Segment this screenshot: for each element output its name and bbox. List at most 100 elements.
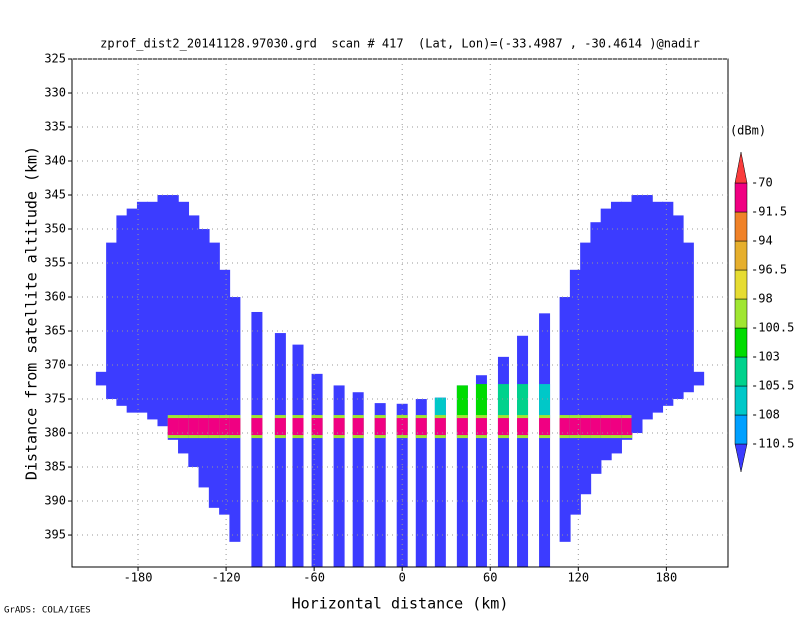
beam xyxy=(198,229,210,488)
y-tick-label: 370 xyxy=(44,358,66,372)
beam xyxy=(374,403,386,567)
y-tick-label: 380 xyxy=(44,426,66,440)
x-tick-label: 0 xyxy=(399,571,406,585)
colorbar-segment xyxy=(734,298,748,329)
surface-echo xyxy=(178,418,190,436)
beam xyxy=(569,269,581,515)
colorbar-tick-label: -110.5 xyxy=(751,437,794,451)
surface-echo xyxy=(219,418,231,436)
beam xyxy=(136,201,148,413)
x-tick-label: 120 xyxy=(567,571,589,585)
beam xyxy=(693,371,705,386)
y-tick-label: 365 xyxy=(44,324,66,338)
beam xyxy=(434,397,446,567)
surface-echo xyxy=(251,418,263,436)
surface-echo xyxy=(352,418,364,436)
colorbar-segment xyxy=(734,385,748,416)
beam xyxy=(167,195,179,440)
surface-echo xyxy=(188,418,200,436)
beam xyxy=(396,403,408,567)
colorbar-segment xyxy=(734,414,748,445)
beam xyxy=(621,201,633,440)
surface-echo xyxy=(167,418,179,436)
plot-area xyxy=(95,195,705,567)
surface-echo xyxy=(456,418,468,436)
beam xyxy=(251,311,263,567)
beam xyxy=(333,385,345,567)
colorbar-tick-label: -100.5 xyxy=(751,321,794,335)
beam xyxy=(475,375,487,567)
surface-echo xyxy=(590,418,602,436)
beam xyxy=(600,208,612,461)
y-tick-label: 355 xyxy=(44,256,66,270)
y-tick-label: 345 xyxy=(44,188,66,202)
surface-echo xyxy=(610,418,622,436)
beam xyxy=(580,242,592,495)
y-tick-label: 325 xyxy=(44,52,66,66)
beam xyxy=(610,201,622,454)
beam xyxy=(208,242,220,508)
beam xyxy=(95,371,107,386)
chart-title: zprof_dist2_20141128.97030.grd scan # 41… xyxy=(100,37,700,51)
x-tick-label: 180 xyxy=(656,571,678,585)
surface-echo xyxy=(539,418,551,436)
beam xyxy=(641,195,653,420)
beam xyxy=(311,373,323,567)
beam xyxy=(590,222,602,474)
credit: GrADS: COLA/IGES xyxy=(4,606,91,616)
beam xyxy=(497,356,509,567)
colorbar-label: (dBm) xyxy=(730,124,766,138)
beam xyxy=(188,215,200,468)
surface-echo xyxy=(274,418,286,436)
surface-echo xyxy=(198,418,210,436)
surface-echo xyxy=(434,418,446,436)
surface-echo xyxy=(559,418,571,436)
x-tick-label: 60 xyxy=(483,571,497,585)
beam xyxy=(219,269,231,515)
clutter-echo xyxy=(434,397,446,419)
surface-echo xyxy=(600,418,612,436)
x-tick-label: -180 xyxy=(124,571,153,585)
beam xyxy=(672,215,684,400)
surface-echo xyxy=(497,418,509,436)
y-tick-label: 360 xyxy=(44,290,66,304)
clutter-echo xyxy=(475,384,487,419)
colorbar-tick-label: -108 xyxy=(751,408,780,422)
surface-echo xyxy=(396,418,408,436)
y-tick-label: 390 xyxy=(44,494,66,508)
beam xyxy=(352,392,364,567)
surface-echo xyxy=(208,418,220,436)
beam xyxy=(106,242,118,400)
beam xyxy=(539,313,551,567)
colorbar-tick-label: -91.5 xyxy=(751,205,787,219)
y-tick-label: 350 xyxy=(44,222,66,236)
y-axis-label: Distance from satellite altitude (km) xyxy=(23,146,41,480)
beam xyxy=(292,344,304,567)
colorbar-tick-label: -105.5 xyxy=(751,379,794,393)
beam xyxy=(274,333,286,567)
y-tick-label: 395 xyxy=(44,528,66,542)
beam xyxy=(147,201,159,420)
beam xyxy=(652,201,664,413)
beam xyxy=(682,242,694,393)
colorbar-segment xyxy=(734,211,748,242)
y-tick-label: 385 xyxy=(44,460,66,474)
beam xyxy=(662,201,674,406)
surface-echo xyxy=(374,418,386,436)
colorbar-tick-label: -94 xyxy=(751,234,773,248)
colorbar-tick-label: -103 xyxy=(751,350,780,364)
beam xyxy=(178,201,190,454)
clutter-echo xyxy=(456,385,468,419)
surface-echo xyxy=(292,418,304,436)
y-tick-label: 330 xyxy=(44,86,66,100)
x-tick-label: -120 xyxy=(212,571,241,585)
surface-echo xyxy=(475,418,487,436)
beam xyxy=(126,208,138,413)
surface-echo xyxy=(621,418,633,436)
clutter-echo xyxy=(517,384,529,419)
colorbar-high xyxy=(734,151,748,184)
beam xyxy=(415,399,427,567)
surface-echo xyxy=(333,418,345,436)
colorbar-segment xyxy=(734,356,748,387)
